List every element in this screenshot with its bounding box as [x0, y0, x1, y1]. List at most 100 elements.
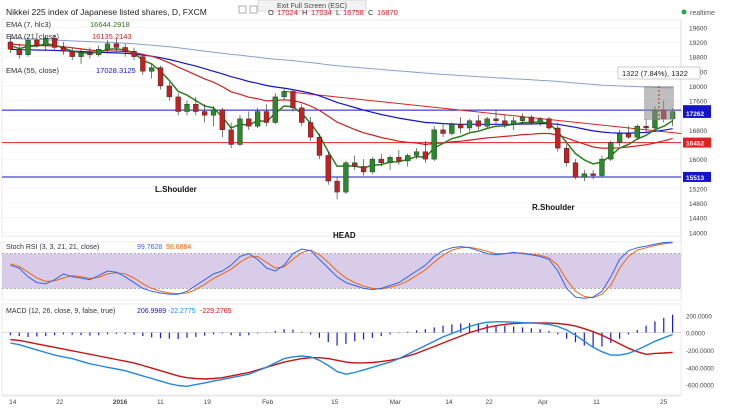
rsi-band [2, 253, 681, 289]
candle [511, 120, 517, 125]
candle [60, 47, 67, 52]
x-tick-label: 14 [445, 399, 453, 406]
candle [307, 122, 314, 138]
candle [466, 120, 473, 129]
candle [643, 125, 649, 129]
candle [272, 96, 278, 123]
candle [405, 155, 411, 162]
realtime-label: realtime [690, 10, 715, 17]
ema55-label: EMA (55, close) [6, 66, 59, 75]
svg-text:C: C [368, 8, 374, 17]
macd-plot-area [1, 303, 682, 396]
candle [316, 136, 323, 156]
candle [16, 49, 22, 55]
ema7-line [10, 43, 673, 169]
candle [325, 155, 331, 182]
pattern-annotations: L.Shoulder HEAD R.Shoulder [155, 185, 575, 240]
candle [193, 104, 199, 112]
candle [599, 158, 605, 176]
settings-icon[interactable] [238, 5, 247, 14]
candle [519, 116, 526, 121]
main-header: Exit Full Screen (ESC) Nikkei 225 index … [6, 0, 715, 75]
stoch-rsi-d-value: 98.6884 [166, 244, 191, 251]
y-tick-label: 14400 [689, 216, 707, 223]
candle [590, 173, 596, 176]
candle [131, 50, 137, 57]
candle [43, 38, 49, 46]
x-tick-label: 19 [204, 399, 212, 406]
stoch-rsi-d-line [10, 242, 673, 299]
price-label-box [683, 137, 711, 148]
candle [25, 39, 31, 55]
left-shoulder-label: L.Shoulder [155, 185, 197, 194]
ema7-value: 16644.2918 [90, 20, 130, 29]
candle [202, 111, 208, 116]
candle [484, 118, 490, 127]
svg-text:L: L [336, 8, 340, 17]
macd-y-tick-label: 200.0000 [686, 313, 712, 320]
candle [449, 124, 455, 134]
price-label-box [683, 107, 711, 118]
candle [175, 96, 181, 112]
candle [166, 85, 172, 98]
y-tick-label: 14000 [689, 230, 707, 237]
candle [396, 157, 402, 162]
macd-header: MACD (12, 26, close, 9, false, true) 206… [6, 308, 232, 315]
candle [378, 158, 384, 163]
candle [184, 104, 190, 112]
y-tick-label: 19600 [689, 25, 707, 32]
measure-label: 1322 (7.84%), 1322 [622, 69, 688, 78]
macd-line-value: -22.2775 [168, 308, 196, 315]
ema55-line [10, 48, 673, 134]
header-icons [238, 5, 258, 14]
candle [254, 111, 261, 127]
candle [581, 173, 587, 178]
candle [104, 43, 111, 50]
y-tick-label: 14800 [689, 201, 707, 208]
price-label: 16452 [686, 141, 704, 148]
candle [78, 52, 84, 57]
candle [281, 91, 287, 98]
price-label: 15513 [686, 175, 704, 182]
candle [387, 157, 393, 163]
head-label: HEAD [333, 231, 356, 240]
macd-y-tick-label: -600.0000 [686, 383, 714, 390]
candle [458, 124, 464, 129]
candle [334, 180, 340, 193]
macd-y-tick-label: -200.0000 [686, 348, 714, 355]
y-tick-label: 18000 [689, 84, 707, 91]
x-tick-label: 15 [331, 399, 339, 406]
exit-fullscreen-label[interactable]: Exit Full Screen (ESC) [277, 3, 347, 10]
y-tick-label: 16000 [689, 157, 707, 164]
close-icon[interactable] [249, 5, 258, 14]
macd-hist-value: 206.9989 [137, 308, 166, 315]
rsi-header: Stoch RSI (3, 3, 21, 21, close) 99.7628 … [6, 244, 191, 251]
candle [237, 118, 243, 145]
candle [246, 118, 252, 127]
candle [7, 41, 14, 50]
candle [369, 158, 376, 173]
exit-fullscreen-tab[interactable] [257, 0, 367, 12]
candle [493, 118, 499, 121]
candle [140, 56, 146, 72]
ohlc-readout: O 17024 H 17034 L 16758 C 16870 [268, 8, 398, 17]
candle [625, 133, 632, 138]
ohlc-high: 17034 [311, 8, 332, 17]
price-label: 17262 [686, 111, 704, 118]
right-shoulder-label: R.Shoulder [532, 203, 575, 212]
ema7-label: EMA (7, hlc3) [6, 20, 52, 29]
candle [122, 47, 128, 52]
candle [228, 129, 234, 145]
candle [440, 129, 446, 134]
svg-text:H: H [302, 8, 307, 17]
candle [210, 109, 217, 116]
candle [34, 39, 40, 46]
candle [263, 111, 270, 123]
candle [113, 43, 119, 48]
svg-text:O: O [268, 8, 274, 17]
candle [475, 120, 481, 127]
macd-pane: 200.0000 0.0000 -200.0000 -400.0000 -600.000… [1, 303, 714, 396]
main-plot-area [1, 19, 682, 237]
measure-label-box [617, 66, 701, 80]
